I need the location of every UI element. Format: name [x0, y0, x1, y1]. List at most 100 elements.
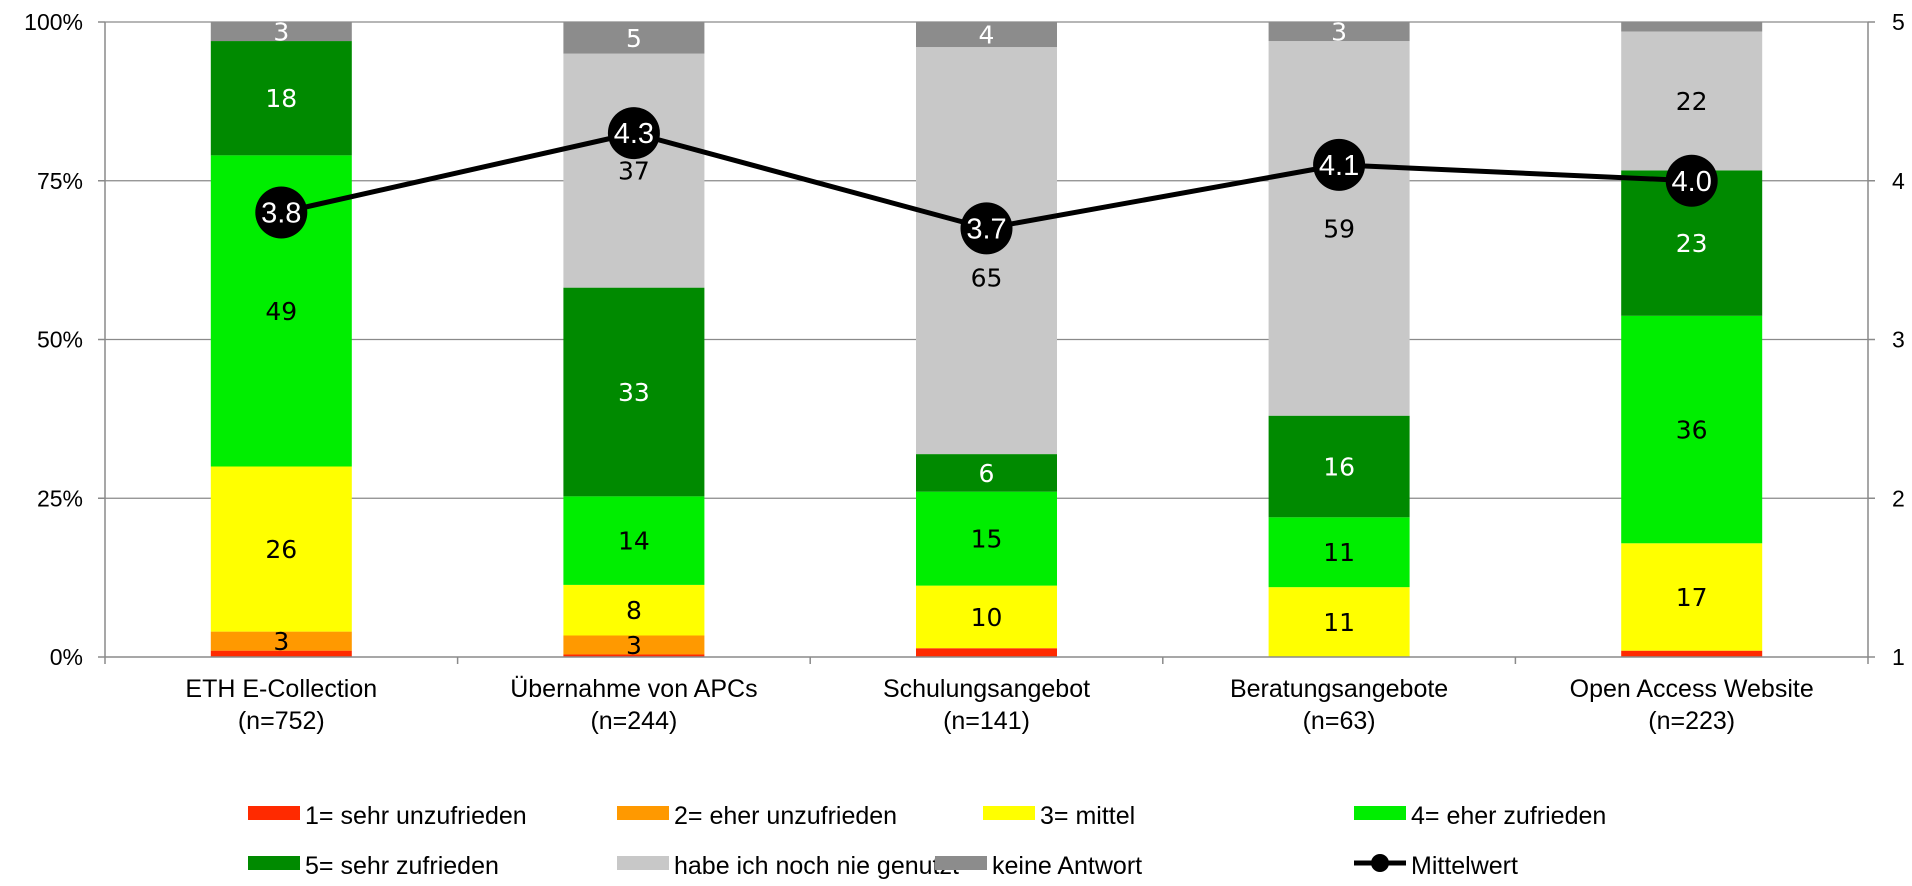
bar-open-access-website-1-sehr-unzufrieden — [1621, 650, 1763, 657]
legend-swatch-4-eher-zufrieden — [1354, 806, 1406, 820]
stacked-bars — [210, 22, 1763, 657]
bar-schulungsangebot-1-sehr-unzufrieden — [916, 648, 1057, 657]
segment-label: 5 — [626, 24, 642, 53]
bar-beratungsangebote-3-mittel — [1268, 587, 1410, 657]
segment-label: 33 — [618, 378, 650, 407]
segment-label: 3 — [273, 18, 289, 47]
mean-point-label: 4.3 — [614, 118, 654, 150]
y-right-tick-label: 4 — [1892, 168, 1905, 194]
legend-swatch-2-eher-unzufrieden — [617, 806, 669, 820]
bar-eth-e-collection-2-eher-unzufrieden — [210, 631, 352, 651]
bar-eth-e-collection-1-sehr-unzufrieden — [210, 650, 352, 657]
mean-point — [1665, 154, 1718, 207]
x-category-n-label: (n=752) — [238, 707, 325, 735]
mean-point — [607, 107, 660, 160]
segment-label: 18 — [265, 84, 297, 113]
axes — [98, 21, 1875, 664]
bar-eth-e-collection-keine-antwort — [210, 22, 352, 42]
x-category-label: ETH E-Collection — [185, 675, 377, 703]
segment-label: 14 — [618, 527, 650, 556]
mean-point — [255, 186, 308, 239]
x-axis-category-labels: ETH E-Collection (n=752) Übernahme von APC… — [185, 675, 1813, 735]
legend-label: 1= sehr unzufrieden — [305, 802, 527, 830]
legend-swatch-3-mittel — [983, 806, 1035, 820]
segment-labels: 3264918338143337510156654111116593173623… — [265, 18, 1707, 660]
x-category-n-label: (n=141) — [943, 707, 1030, 735]
x-category-label: Schulungsangebot — [883, 675, 1090, 703]
y-axis-right-ticks: 1 2 3 4 5 — [1892, 9, 1905, 670]
bar-bernahme-von-apcs-1-sehr-unzufrieden — [563, 654, 705, 657]
legend-label: 3= mittel — [1040, 802, 1135, 830]
y-left-tick-label: 50% — [37, 327, 83, 353]
bar-bernahme-von-apcs-5-sehr-zufrieden — [563, 287, 705, 497]
bar-bernahme-von-apcs-2-eher-unzufrieden — [563, 635, 705, 655]
legend-label: 2= eher unzufrieden — [674, 802, 897, 830]
bar-beratungsangebote-4-eher-zufrieden — [1268, 517, 1410, 588]
segment-label: 11 — [1323, 538, 1355, 567]
mean-line-series: 3.8 4.3 3.7 4.1 4.0 — [255, 107, 1718, 255]
segment-label: 37 — [618, 157, 650, 186]
bar-schulungsangebot-3-mittel — [916, 585, 1057, 649]
segment-label: 36 — [1676, 416, 1708, 445]
x-category-n-label: (n=244) — [590, 707, 677, 735]
bar-open-access-website-habe-ich-noch-nie-genutzt — [1621, 31, 1763, 171]
legend-label: habe ich noch nie genutzt — [674, 852, 959, 880]
segment-label: 59 — [1323, 214, 1355, 243]
legend-swatch-1-sehr-unzufrieden — [248, 806, 300, 820]
mean-point-label: 4.1 — [1319, 150, 1359, 182]
legend-label: 5= sehr zufrieden — [305, 852, 499, 880]
bar-eth-e-collection-3-mittel — [210, 466, 352, 632]
x-category-n-label: (n=63) — [1303, 707, 1376, 735]
segment-label: 3 — [1331, 18, 1347, 47]
segment-label: 26 — [265, 535, 297, 564]
segment-label: 22 — [1676, 87, 1708, 116]
x-category-label: Open Access Website — [1570, 675, 1814, 703]
x-category-label: Beratungsangebote — [1230, 675, 1448, 703]
legend-label: keine Antwort — [992, 852, 1142, 880]
bar-open-access-website-3-mittel — [1621, 543, 1763, 651]
y-left-tick-label: 25% — [37, 485, 83, 511]
y-left-tick-label: 0% — [50, 644, 83, 670]
segment-label: 6 — [979, 459, 995, 488]
bar-beratungsangebote-keine-antwort — [1268, 22, 1410, 42]
segment-label: 49 — [265, 297, 297, 326]
legend-swatch-5-sehr-zufrieden — [248, 856, 300, 870]
segment-label: 4 — [979, 21, 995, 50]
bar-bernahme-von-apcs-keine-antwort — [563, 22, 705, 54]
legend-label: 4= eher zufrieden — [1411, 802, 1606, 830]
legend: 1= sehr unzufrieden 2= eher unzufrieden 3=… — [248, 802, 1606, 880]
segment-label: 3 — [626, 631, 642, 660]
segment-label: 3 — [273, 627, 289, 656]
bar-schulungsangebot-keine-antwort — [916, 22, 1057, 48]
mean-point — [960, 202, 1013, 255]
y-left-tick-label: 75% — [37, 168, 83, 194]
x-category-n-label: (n=223) — [1648, 707, 1735, 735]
segment-label: 15 — [971, 525, 1003, 554]
bar-schulungsangebot-4-eher-zufrieden — [916, 491, 1057, 586]
bar-beratungsangebote-habe-ich-noch-nie-genutzt — [1268, 41, 1410, 416]
segment-label: 65 — [971, 264, 1003, 293]
y-left-tick-label: 100% — [24, 9, 83, 35]
bar-bernahme-von-apcs-3-mittel — [563, 584, 705, 636]
bar-open-access-website-keine-antwort — [1621, 22, 1763, 32]
legend-label: Mittelwert — [1411, 852, 1518, 880]
mean-point-label: 3.7 — [966, 213, 1006, 245]
legend-mean-marker — [1371, 854, 1389, 872]
legend-swatch-habe-ich-noch-nie-genutzt — [617, 856, 669, 870]
y-right-tick-label: 1 — [1892, 644, 1905, 670]
x-category-label: Übernahme von APCs — [510, 675, 757, 703]
bar-eth-e-collection-5-sehr-zufrieden — [210, 41, 352, 156]
segment-label: 10 — [971, 603, 1003, 632]
mean-point-label: 4.0 — [1672, 166, 1712, 198]
bar-bernahme-von-apcs-4-eher-zufrieden — [563, 496, 705, 585]
bar-beratungsangebote-5-sehr-zufrieden — [1268, 415, 1410, 518]
segment-label: 17 — [1676, 583, 1708, 612]
segment-label: 8 — [626, 596, 642, 625]
y-right-tick-label: 3 — [1892, 327, 1905, 353]
segment-label: 11 — [1323, 608, 1355, 637]
y-right-tick-label: 5 — [1892, 9, 1905, 35]
segment-label: 23 — [1676, 229, 1708, 258]
legend-swatch-keine-antwort — [935, 856, 987, 870]
mean-point — [1313, 138, 1366, 191]
